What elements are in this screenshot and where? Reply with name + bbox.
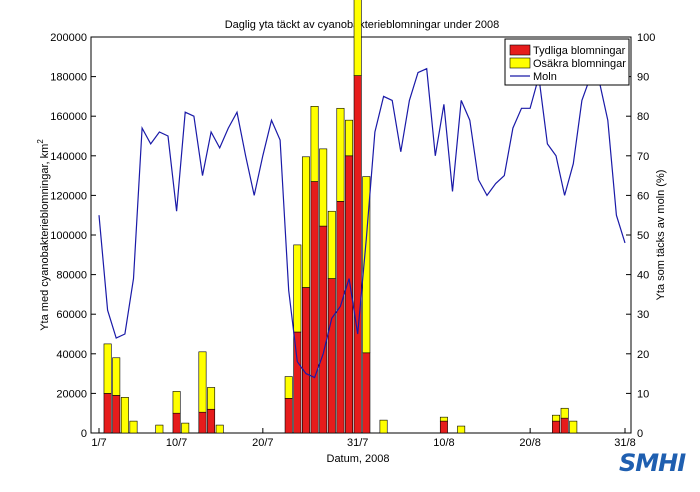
legend-label: Osäkra blomningar: [533, 58, 626, 70]
bar-uncertain-bloom: [353, 0, 362, 76]
bar-clear-bloom: [284, 398, 293, 434]
bar-uncertain-bloom: [319, 148, 328, 227]
y-right-tick-label: 50: [637, 230, 649, 242]
bar-uncertain-bloom: [293, 244, 302, 333]
bar-clear-bloom: [362, 352, 371, 434]
bar-uncertain-bloom: [569, 420, 578, 434]
y-right-tick-label: 0: [637, 428, 643, 440]
chart-title: Daglig yta täckt av cyanobakterieblomnin…: [225, 19, 500, 31]
bar-uncertain-bloom: [112, 357, 121, 396]
x-tick-label: 10/7: [166, 437, 187, 449]
bar-clear-bloom: [198, 411, 207, 434]
legend-swatch-clear: [509, 44, 531, 56]
legend-label: Tydliga blomningar: [533, 45, 626, 57]
bar-clear-bloom: [103, 393, 112, 434]
y-left-tick-label: 180000: [50, 72, 87, 84]
y-left-tick-label: 100000: [50, 230, 87, 242]
legend-label: Moln: [533, 71, 557, 83]
x-tick-label: 31/7: [347, 437, 368, 449]
bar-clear-bloom: [560, 417, 569, 434]
y-right-tick-label: 20: [637, 349, 649, 361]
bar-uncertain-bloom: [120, 397, 129, 434]
bar-uncertain-bloom: [457, 425, 466, 434]
bar-uncertain-bloom: [552, 414, 560, 422]
y-right-tick-label: 70: [637, 151, 649, 163]
bar-clear-bloom: [336, 201, 345, 434]
bar-clear-bloom: [439, 420, 448, 434]
x-tick-label: 20/7: [252, 437, 273, 449]
bar-clear-bloom: [207, 408, 216, 434]
bar-uncertain-bloom: [284, 376, 293, 399]
y-left-tick-label: 0: [81, 428, 87, 440]
y-right-tick-label: 100: [637, 32, 655, 44]
bar-uncertain-bloom: [379, 419, 388, 434]
bar-uncertain-bloom: [215, 424, 224, 434]
x-tick-label: 10/8: [433, 437, 454, 449]
bar-uncertain-bloom: [103, 343, 112, 394]
bar-clear-bloom: [310, 181, 319, 434]
y-axis-left-title-base: Yta med cyanobakterieblomningar, km: [39, 144, 51, 331]
bar-uncertain-bloom: [336, 107, 345, 202]
bar-uncertain-bloom: [129, 420, 138, 434]
x-tick-label: 20/8: [519, 437, 540, 449]
y-left-tick-label: 140000: [50, 151, 87, 163]
x-tick-label: 31/8: [614, 437, 635, 449]
bar-uncertain-bloom: [155, 424, 164, 434]
y-left-tick-label: 80000: [56, 270, 87, 282]
y-right-tick-label: 60: [637, 190, 649, 202]
y-right-tick-label: 90: [637, 72, 649, 84]
y-right-tick-label: 10: [637, 388, 649, 400]
y-left-tick-label: 20000: [56, 388, 87, 400]
bar-uncertain-bloom: [207, 387, 216, 410]
bar-uncertain-bloom: [198, 351, 207, 413]
y-left-tick-label: 40000: [56, 349, 87, 361]
bar-uncertain-bloom: [439, 416, 448, 422]
bar-clear-bloom: [319, 225, 328, 434]
bar-uncertain-bloom: [310, 106, 319, 182]
x-tick-label: 1/7: [91, 437, 106, 449]
y-left-tick-label: 120000: [50, 190, 87, 202]
y-right-tick-label: 80: [637, 111, 649, 123]
bar-uncertain-bloom: [560, 407, 569, 419]
bar-uncertain-bloom: [345, 119, 354, 157]
bar-clear-bloom: [293, 331, 302, 434]
y-axis-left-title-superscript: 2: [36, 139, 45, 144]
y-axis-right-title: Yta som täcks av moln (%): [655, 170, 667, 301]
bar-uncertain-bloom: [301, 156, 310, 288]
bar-uncertain-bloom: [172, 391, 181, 414]
y-left-tick-label: 160000: [50, 111, 87, 123]
bar-clear-bloom: [353, 75, 362, 434]
bar-uncertain-bloom: [327, 210, 336, 279]
y-left-tick-label: 200000: [50, 32, 87, 44]
bar-clear-bloom: [112, 395, 121, 434]
y-right-tick-label: 40: [637, 270, 649, 282]
bar-uncertain-bloom: [181, 422, 190, 434]
x-axis-title: Datum, 2008: [327, 453, 390, 465]
y-right-tick-label: 30: [637, 309, 649, 321]
bar-uncertain-bloom: [362, 176, 371, 354]
bar-clear-bloom: [172, 412, 181, 434]
plot-area: 0 20000 40000 60000 80000 100000 120000 140000 1…: [50, 0, 655, 449]
bar-clear-bloom: [301, 287, 310, 434]
bar-clear-bloom: [327, 278, 336, 434]
y-axis-left-title: Yta med cyanobakterieblomningar, km2: [36, 139, 51, 331]
bar-clear-bloom: [552, 420, 560, 434]
y-left-tick-label: 60000: [56, 309, 87, 321]
smhi-logo: SMHI: [619, 449, 686, 477]
legend-swatch-uncertain: [509, 57, 531, 69]
